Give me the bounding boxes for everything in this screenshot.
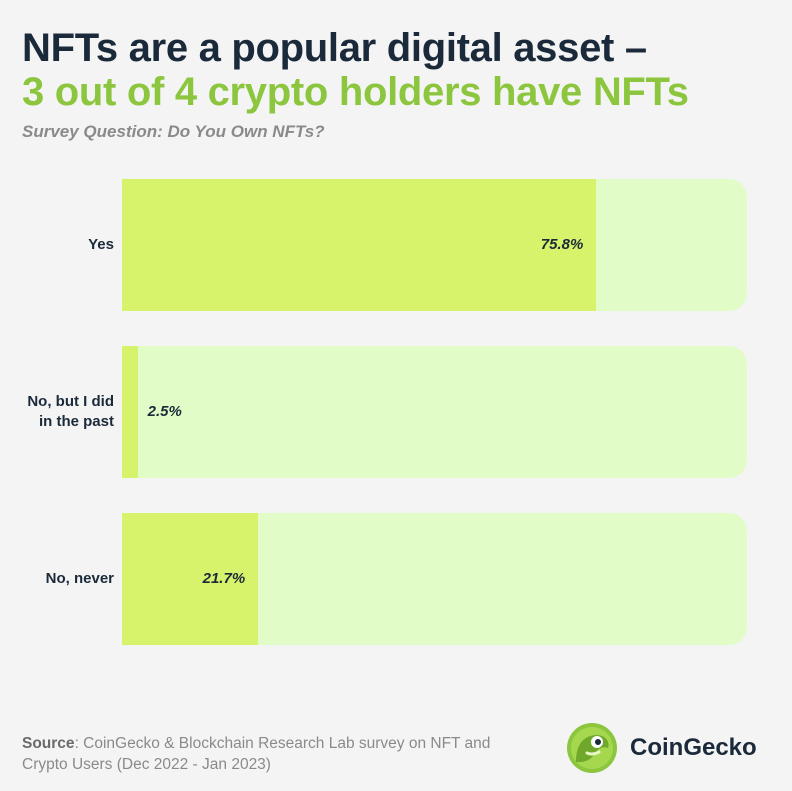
source-note: Source: CoinGecko & Blockchain Research … <box>22 733 492 775</box>
category-label-line: in the past <box>38 413 114 430</box>
bar-track <box>122 513 747 645</box>
category-label: No, never <box>9 569 114 589</box>
source-label: Source <box>22 735 75 752</box>
category-label: No, but I did in the past <box>9 392 114 432</box>
chart-subtitle: Survey Question: Do You Own NFTs? <box>22 122 325 141</box>
category-label-line: No, never <box>45 570 114 587</box>
brand-name: CoinGecko <box>630 734 757 761</box>
bar-track <box>122 179 747 311</box>
title-line-1: NFTs are a popular digital asset – <box>22 26 647 70</box>
gecko-logo-icon <box>567 723 617 773</box>
bar <box>122 513 258 645</box>
bar-track <box>122 346 747 478</box>
coingecko-logo: CoinGecko <box>566 722 757 774</box>
data-label: 21.7% <box>202 570 246 587</box>
source-text: : CoinGecko & Blockchain Research Lab su… <box>22 735 491 773</box>
category-label-line: Yes <box>88 236 114 253</box>
bar <box>122 346 138 478</box>
category-label: Yes <box>9 235 114 255</box>
category-label-line: No, but I did <box>27 393 114 410</box>
title-line-2: 3 out of 4 crypto holders have NFTs <box>22 70 689 114</box>
data-label: 2.5% <box>147 403 182 420</box>
data-label: 75.8% <box>540 236 584 253</box>
chart-title: NFTs are a popular digital asset – 3 out… <box>22 26 782 114</box>
bar <box>122 179 596 311</box>
